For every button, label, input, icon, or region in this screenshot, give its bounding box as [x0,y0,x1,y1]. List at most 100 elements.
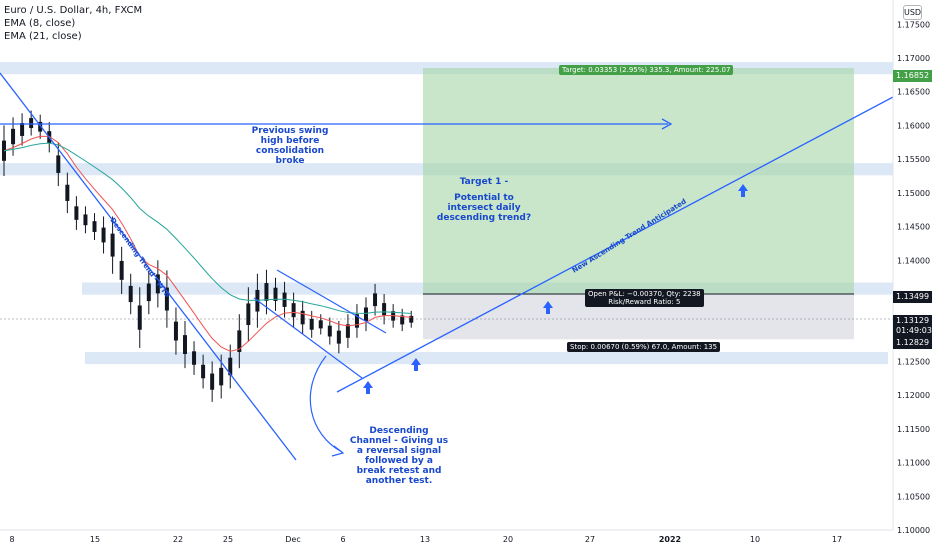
candle-body-21 [192,351,197,365]
target-label[interactable]: Target: 0.03353 (2.95%) 335.3, Amount: 2… [559,65,734,75]
channel-lower-line [253,297,363,379]
ema8-line [3,135,412,352]
up-arrow-1 [411,358,421,371]
descending-trend-line [0,72,297,461]
candle-body-9 [83,214,88,226]
target1-title: Target 1 - [459,177,509,187]
candle-body-42 [382,303,387,316]
candle-body-44 [400,315,405,325]
y-tick-6: 1.14500 [897,223,930,232]
candle-body-13 [119,260,124,280]
target-zone [423,67,854,295]
x-tick-4: Dec [285,535,300,544]
x-tick-5: 6 [340,535,345,544]
up-arrow-2 [543,301,553,314]
candle-body-10 [92,221,97,232]
countdown-tag: 01:49:03 [893,325,932,337]
candle-body-8 [74,206,79,220]
sr-zone-3 [85,351,888,365]
y-tick-12: 1.11500 [897,425,930,434]
currency-button[interactable]: USD [903,5,922,20]
target-price-tag: 1.16852 [893,70,932,82]
candle-body-41 [373,293,378,307]
target1-note: Potential to intersect daily descending … [436,193,532,223]
candle-body-7 [65,184,70,201]
open-pnl-line1: Open P&L: −0.00370, Qty: 2238 [588,290,701,298]
candle-body-4 [38,121,43,132]
channel-note: Descending Channel - Giving us a reversa… [349,426,449,486]
candle-body-16 [146,283,151,302]
candle-body-18 [164,287,169,311]
y-tick-4: 1.15500 [897,155,930,164]
y-tick-2: 1.16500 [897,88,930,97]
y-tick-5: 1.15000 [897,189,930,198]
candle-body-39 [354,314,359,328]
stop-price-tag: 1.12829 [893,337,932,349]
legend: Euro / U.S. Dollar, 4h, FXCM EMA (8, clo… [4,4,142,43]
stop-label[interactable]: Stop: 0.00670 (0.59%) 67.0, Amount: 135 [567,342,721,352]
y-tick-1: 1.17000 [897,54,930,63]
candle-body-19 [173,321,178,341]
candle-body-45 [409,315,414,323]
candle-body-34 [309,318,314,330]
legend-ema21[interactable]: EMA (21, close) [4,31,82,42]
candle-body-0 [2,140,6,161]
candle-body-37 [336,330,341,344]
x-tick-2: 22 [173,535,183,544]
candle-body-38 [345,324,350,338]
ema21-line [3,142,412,314]
candle-body-23 [210,373,215,390]
x-tick-11: 17 [832,535,842,544]
candle-body-31 [282,292,287,307]
y-tick-11: 1.12000 [897,391,930,400]
candle-body-40 [364,307,368,321]
candle-body-22 [201,364,206,379]
curved-arrow-head [331,445,345,457]
swing-arrow-head [661,118,673,130]
open-pnl-line2: Risk/Reward Ratio: 5 [608,298,681,306]
curved-arrow [309,355,343,453]
candle-body-12 [110,233,115,257]
y-tick-13: 1.11000 [897,459,930,468]
candle-body-20 [183,335,187,355]
x-tick-10: 10 [750,535,760,544]
open-pnl-label[interactable]: Open P&L: −0.00370, Qty: 2238 Risk/Rewar… [585,289,704,307]
x-tick-3: 25 [223,535,233,544]
candle-body-24 [219,367,224,386]
candle-body-29 [264,283,269,301]
x-tick-6: 13 [420,535,430,544]
legend-symbol[interactable]: Euro / U.S. Dollar, 4h, FXCM [4,5,143,16]
x-tick-8: 27 [585,535,595,544]
candle-body-14 [128,285,133,303]
candle-body-30 [273,287,278,301]
y-tick-0: 1.17500 [897,20,930,29]
y-tick-10: 1.12500 [897,357,930,366]
entry-price-tag: 1.13499 [893,291,932,303]
candle-body-27 [246,303,251,326]
x-tick-7: 20 [503,535,513,544]
y-tick-14: 1.10500 [897,492,930,501]
up-arrow-0 [363,381,373,394]
legend-ema8[interactable]: EMA (8, close) [4,18,76,29]
candle-body-15 [137,305,142,330]
candle-body-35 [318,320,323,329]
swing-high-note: Previous swing high before consolidation… [251,126,329,166]
current-price-tag: 1.13129 [893,315,932,327]
x-tick-0: 8 [9,535,14,544]
candle-body-1 [11,128,16,145]
candle-body-33 [300,310,305,325]
x-tick-1: 15 [90,535,100,544]
ascending-trend-line [336,96,894,393]
candle-body-11 [101,227,106,243]
channel-upper-line [276,269,387,334]
y-tick-7: 1.14000 [897,256,930,265]
candle-body-3 [29,118,34,129]
candle-body-32 [291,303,296,318]
candle-body-36 [327,325,332,337]
candle-body-2 [20,122,25,136]
x-tick-9: 2022 [659,535,681,544]
y-tick-15: 1.10000 [897,526,930,535]
candle-body-26 [237,330,242,352]
up-arrow-3 [738,184,748,197]
